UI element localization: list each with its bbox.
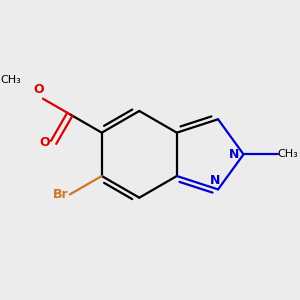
Text: N: N — [229, 148, 239, 161]
Text: CH₃: CH₃ — [278, 149, 298, 159]
Text: Br: Br — [53, 188, 68, 201]
Text: O: O — [40, 136, 50, 149]
Text: N: N — [210, 174, 220, 187]
Text: O: O — [33, 83, 44, 96]
Text: CH₃: CH₃ — [1, 75, 21, 85]
